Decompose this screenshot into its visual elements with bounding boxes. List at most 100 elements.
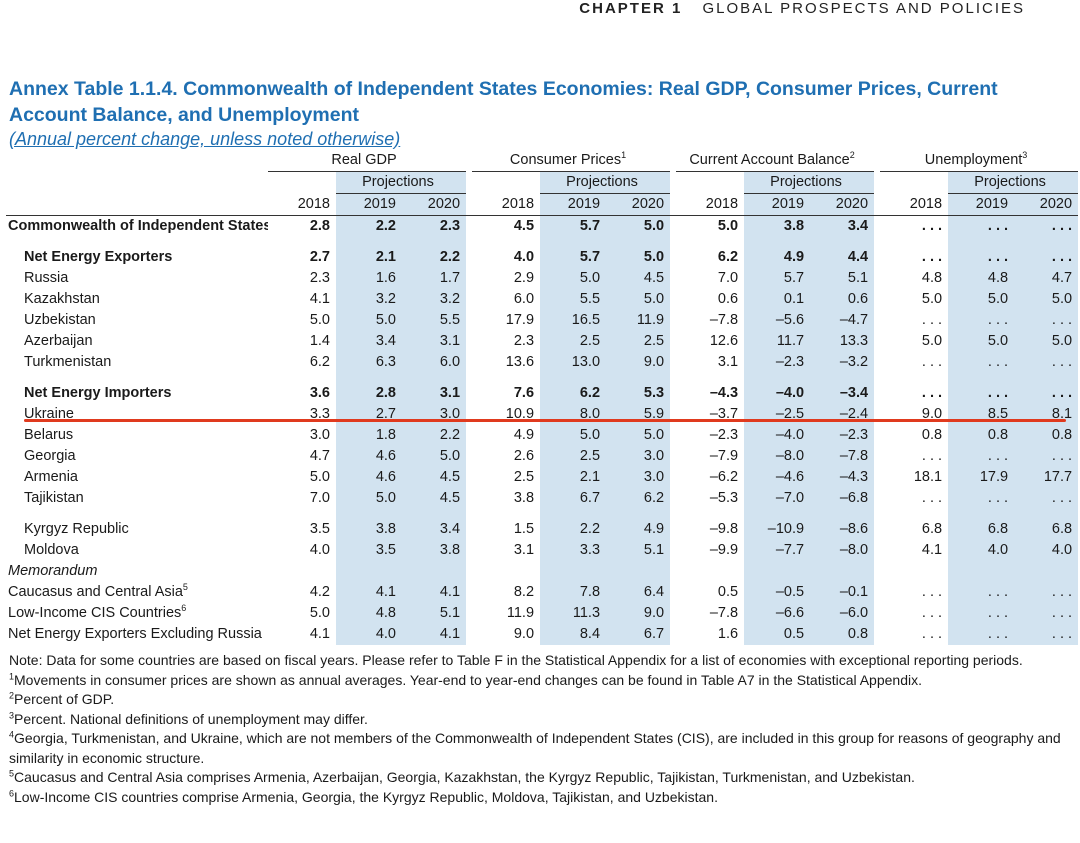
table-row: Kyrgyz Republic 3.5 3.8 3.4 1.5 2.2 4.9 –9.8 –10…	[6, 519, 1079, 540]
data-cell: 3.0	[606, 446, 671, 467]
data-cell: 11.3	[540, 603, 607, 624]
spacer-cell	[402, 373, 467, 383]
row-label-text: Russia	[24, 270, 69, 286]
row-label: Tajikistan	[6, 488, 268, 509]
footnote-marker: 6	[181, 603, 187, 614]
data-cell: –2.3	[744, 352, 811, 373]
data-cell: 3.3	[540, 540, 607, 561]
data-cell: 17.9	[505, 312, 535, 328]
data-cell: 0.8	[810, 624, 875, 645]
data-cell: 5.0	[336, 310, 402, 331]
data-cell: –7.8	[810, 446, 875, 467]
group-header: Unemployment3	[880, 150, 1079, 172]
data-cell: 3.8	[744, 215, 811, 237]
footnote: 4Georgia, Turkmenistan, and Ukraine, whi…	[9, 729, 1071, 768]
data-cell: 13.3	[810, 331, 875, 352]
table-row: Net Energy Importers 3.6 2.8 3.1 7.6 6.2 5.3 –4…	[6, 383, 1079, 404]
data-cell: 4.1	[402, 624, 467, 645]
data-cell: 7.6	[513, 385, 535, 401]
data-cell: . . .	[948, 352, 1015, 373]
data-cell: 5.1	[606, 540, 671, 561]
spacer-cell	[6, 509, 268, 519]
table-row: Caucasus and Central Asia5 4.2 4.1 4.1 8.2 7.…	[6, 582, 1079, 603]
table-row: Belarus 3.0 1.8 2.2 4.9 5.0 5.0 –2.3 –4.0 –2.3 0.8…	[6, 425, 1079, 446]
data-cell: –7.9	[709, 448, 739, 464]
blank-header	[472, 172, 540, 194]
data-cell: 5.0	[717, 218, 739, 234]
data-cell: 2.1	[336, 247, 402, 268]
spacer-cell	[268, 373, 336, 383]
data-cell	[810, 561, 875, 582]
data-cell: 3.6	[309, 385, 330, 401]
row-label: Caucasus and Central Asia5	[6, 582, 268, 603]
data-cell: 5.0	[1014, 289, 1079, 310]
data-cell: 5.7	[540, 247, 607, 268]
row-label: Net Energy Exporters	[6, 247, 268, 268]
data-cell: 5.0	[1014, 331, 1079, 352]
data-cell: 3.8	[336, 519, 402, 540]
data-cell: 5.0	[309, 312, 330, 328]
data-cell: 17.9	[948, 467, 1015, 488]
footnote-marker: 4	[9, 729, 15, 740]
spacer-cell	[948, 373, 1015, 383]
data-cell: 2.6	[513, 448, 535, 464]
data-cell: 6.0	[402, 352, 467, 373]
spacer-cell	[268, 509, 336, 519]
group-label: Current Account Balance	[689, 152, 850, 168]
footnote-marker: 5	[9, 768, 15, 779]
spacer-cell	[402, 237, 467, 247]
data-cell: . . .	[1014, 446, 1079, 467]
data-cell: . . .	[1014, 352, 1079, 373]
row-label-text: Kyrgyz Republic	[24, 521, 129, 537]
row-label: Net Energy Exporters Excluding Russia	[6, 624, 268, 645]
data-cell: 6.8	[921, 521, 943, 537]
data-cell: –4.7	[810, 310, 875, 331]
data-cell: 3.3	[309, 406, 330, 422]
spacer-cell	[744, 237, 811, 247]
footnote-marker: 5	[182, 582, 188, 593]
spacer-cell	[880, 373, 948, 383]
data-cell: 5.1	[810, 268, 875, 289]
row-label-text: Kazakhstan	[24, 291, 100, 307]
row-label: Uzbekistan	[6, 310, 268, 331]
footnote: 2Percent of GDP.	[9, 690, 1071, 710]
data-cell: 1.8	[336, 425, 402, 446]
footnote-text: Georgia, Turkmenistan, and Ukraine, whic…	[9, 730, 1061, 766]
data-cell: 3.4	[336, 331, 402, 352]
data-cell	[472, 561, 540, 582]
running-header: CHAPTER 1 GLOBAL PROSPECTS AND POLICIES	[579, 0, 1025, 18]
data-cell: 4.1	[402, 582, 467, 603]
data-cell: 4.5	[402, 467, 467, 488]
table-row: Net Energy Exporters 2.7 2.1 2.2 4.0 5.7 5.0 6.…	[6, 247, 1079, 268]
footnote-text: Percent. National definitions of unemplo…	[14, 710, 368, 727]
data-cell: . . .	[921, 626, 943, 642]
data-cell: 9.0	[921, 406, 943, 422]
footnote: 6Low-Income CIS countries comprise Armen…	[9, 788, 1071, 808]
data-cell: 7.8	[540, 582, 607, 603]
data-cell: 4.0	[1014, 540, 1079, 561]
data-cell: –7.0	[744, 488, 811, 509]
year-header: 2019	[948, 193, 1015, 216]
data-cell: –6.2	[709, 469, 739, 485]
data-cell: 1.5	[513, 521, 535, 537]
spacer-cell	[540, 237, 607, 247]
data-cell: . . .	[1014, 383, 1079, 404]
spacer-cell	[540, 509, 607, 519]
data-cell: 9.0	[606, 603, 671, 624]
data-cell: –10.9	[744, 519, 811, 540]
data-cell	[268, 561, 336, 582]
row-label: Memorandum	[6, 561, 268, 582]
data-cell: 6.8	[1014, 519, 1079, 540]
data-cell: 4.6	[336, 446, 402, 467]
footnote-text: Low-Income CIS countries comprise Armeni…	[14, 788, 718, 805]
chapter-label: CHAPTER 1	[579, 0, 683, 17]
data-cell: 5.3	[606, 383, 671, 404]
data-cell: 5.5	[402, 310, 467, 331]
data-cell: 6.0	[513, 291, 535, 307]
spacer-cell	[6, 373, 268, 383]
data-cell: . . .	[921, 249, 943, 265]
blank-header	[880, 172, 948, 194]
data-cell: 2.5	[513, 469, 535, 485]
row-label-text: Ukraine	[24, 406, 74, 422]
data-cell: –4.0	[744, 425, 811, 446]
